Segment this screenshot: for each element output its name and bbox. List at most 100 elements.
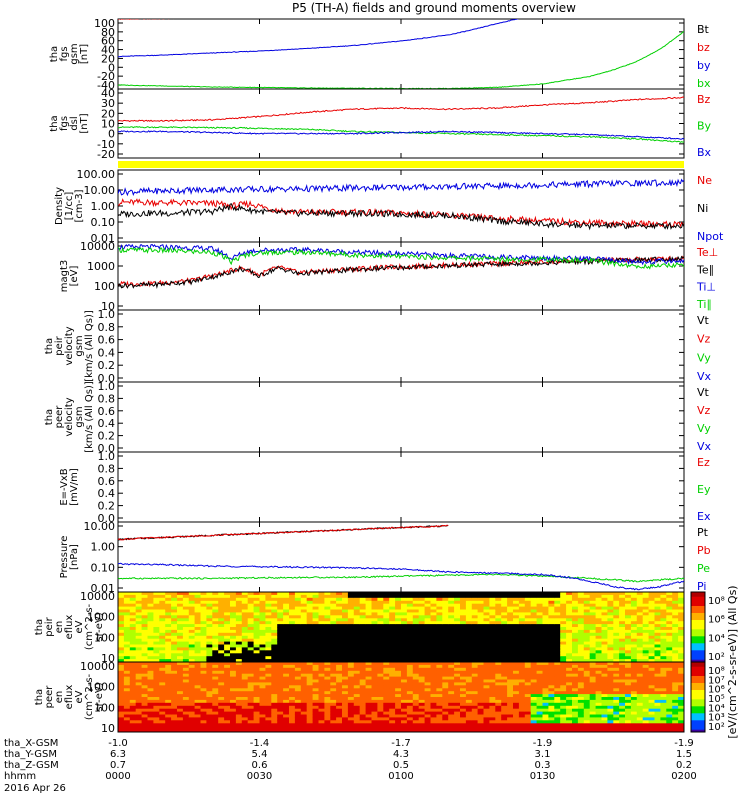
heatmap-cell: [324, 603, 331, 607]
heatmap-cell: [401, 638, 408, 642]
heatmap-cell: [241, 592, 249, 596]
heatmap-cell: [436, 644, 443, 648]
heatmap-cell: [342, 694, 349, 698]
heatmap-cell: [318, 697, 325, 701]
heatmap-cell: [636, 627, 644, 631]
heatmap-cell: [235, 720, 243, 724]
heatmap-cell: [625, 609, 632, 613]
heatmap-cell: [365, 597, 372, 602]
heatmap-cell: [271, 609, 278, 613]
heatmap-cell: [147, 699, 154, 704]
heatmap-cell: [672, 647, 679, 651]
heatmap-cell: [412, 685, 420, 689]
heatmap-cell: [412, 600, 420, 605]
heatmap-cell: [572, 705, 579, 710]
heatmap-cell: [619, 691, 626, 695]
heatmap-cell: [601, 729, 608, 733]
heatmap-cell: [277, 641, 284, 645]
heatmap-cell: [306, 664, 313, 669]
heatmap-cell: [306, 647, 313, 651]
heatmap-cell: [271, 644, 278, 648]
heatmap-cell: [395, 717, 402, 721]
heatmap-cell: [489, 644, 496, 648]
heatmap-cell: [401, 729, 408, 733]
heatmap-cell: [530, 600, 537, 605]
heatmap-cell: [542, 647, 549, 651]
heatmap-cell: [123, 594, 131, 599]
heatmap-cell: [342, 594, 349, 599]
heatmap-cell: [147, 717, 154, 721]
heatmap-cell: [159, 676, 166, 680]
heatmap-cell: [648, 600, 655, 605]
heatmap-cell: [359, 632, 366, 637]
heatmap-cell: [654, 600, 661, 605]
heatmap-cell: [442, 691, 449, 695]
heatmap-cell: [253, 702, 260, 707]
heatmap-cell: [253, 694, 260, 698]
heatmap-cell: [277, 600, 284, 605]
heatmap-cell: [654, 682, 661, 686]
heatmap-cell: [165, 670, 172, 675]
heatmap-cell: [123, 697, 131, 701]
heatmap-cell: [259, 650, 266, 654]
heatmap-cell: [583, 594, 591, 599]
heatmap-cell: [507, 656, 514, 660]
heatmap-cell: [129, 659, 137, 663]
heatmap-cell: [513, 612, 520, 616]
heatmap-cell: [507, 641, 514, 645]
heatmap-cell: [477, 650, 484, 654]
heatmap-cell: [141, 685, 148, 689]
heatmap-cell: [389, 717, 396, 721]
heatmap-cell: [253, 592, 260, 596]
heatmap-cell: [371, 685, 378, 689]
heatmap-cell: [471, 711, 479, 715]
heatmap-cell: [536, 592, 543, 596]
heatmap-cell: [336, 641, 343, 645]
heatmap-cell: [442, 606, 449, 610]
heatmap-cell: [330, 679, 337, 683]
heatmap-cell: [135, 699, 142, 704]
heatmap-cell: [436, 691, 443, 695]
heatmap-cell: [383, 624, 390, 628]
heatmap-cell: [424, 635, 431, 640]
heatmap-cell: [460, 592, 467, 596]
heatmap-cell: [507, 632, 514, 637]
heatmap-cell: [424, 679, 431, 683]
heatmap-cell: [247, 650, 254, 654]
heatmap-cell: [389, 726, 396, 730]
heatmap-cell: [448, 676, 455, 680]
heatmap-cell: [194, 659, 201, 663]
heatmap-cell: [300, 653, 308, 657]
heatmap-cell: [513, 592, 520, 596]
heatmap-cell: [294, 667, 302, 672]
heatmap-cell: [554, 664, 561, 669]
heatmap-cell: [118, 659, 125, 663]
heatmap-cell: [153, 711, 160, 715]
heatmap-cell: [589, 600, 596, 605]
heatmap-cell: [218, 629, 225, 634]
heatmap-cell: [353, 659, 361, 663]
heatmap-cell: [418, 624, 425, 628]
heatmap-cell: [654, 609, 661, 613]
heatmap-cell: [177, 711, 184, 715]
heatmap-cell: [613, 688, 620, 692]
heatmap-cell: [642, 714, 649, 718]
heatmap-cell: [572, 615, 579, 619]
heatmap-cell: [442, 679, 449, 683]
heatmap-cell: [460, 694, 467, 698]
heatmap-cell: [666, 670, 673, 675]
heatmap-cell: [460, 697, 467, 701]
heatmap-cell: [312, 673, 319, 677]
heatmap-cell: [595, 600, 602, 605]
heatmap-cell: [188, 641, 196, 645]
heatmap-cell: [141, 702, 148, 707]
heatmap-cell: [648, 662, 655, 666]
colorbar-cell: [691, 613, 705, 616]
heatmap-cell: [412, 702, 420, 707]
heatmap-cell: [595, 647, 602, 651]
heatmap-cell: [524, 697, 532, 701]
heatmap-cell: [477, 685, 484, 689]
heatmap-cell: [371, 708, 378, 712]
heatmap-cell: [118, 676, 125, 680]
